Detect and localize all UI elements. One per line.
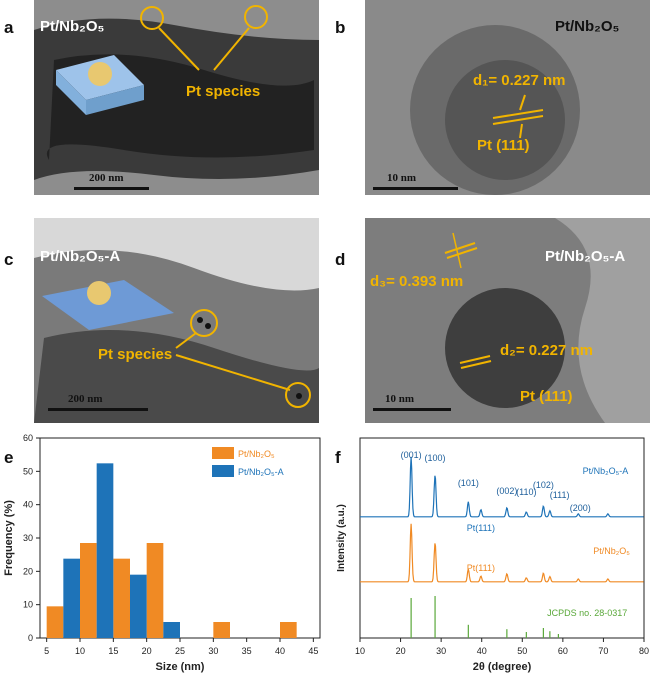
y-tick-label: 0 xyxy=(28,633,33,643)
y-tick-label: 40 xyxy=(23,500,33,510)
panel-c-title: Pt/Nb₂O₅-A xyxy=(40,248,121,265)
panel-b-tem-texture xyxy=(365,0,650,195)
pt111-label: Pt (111) xyxy=(477,137,530,154)
y-tick-label: 50 xyxy=(23,466,33,476)
histogram-bar xyxy=(280,622,297,638)
support-particle-icon xyxy=(56,55,144,115)
pt-species-label: Pt species xyxy=(98,346,173,363)
x-tick-label: 35 xyxy=(242,646,252,656)
legend-label: Pt/Nb₂O₅-A xyxy=(238,467,284,477)
x-tick-label: 30 xyxy=(208,646,218,656)
y-tick-label: 20 xyxy=(23,566,33,576)
x-axis-label: Size (nm) xyxy=(156,661,205,673)
panel-a-tem-image: Pt/Nb₂O₅ Pt species 200 nm xyxy=(34,0,319,195)
x-tick-label: 60 xyxy=(558,646,568,656)
scale-bar xyxy=(373,408,451,411)
panel-letter-c: c xyxy=(4,250,14,269)
d2-label: d₂= 0.227 nm xyxy=(500,342,593,359)
pt111-label: Pt(111) xyxy=(467,563,495,573)
d1-label: d₁= 0.227 nm xyxy=(473,72,566,89)
histogram-bar xyxy=(146,543,164,638)
peak-label: (102) xyxy=(533,480,554,490)
histogram-bar xyxy=(163,622,180,638)
scale-label: 200 nm xyxy=(89,172,124,184)
histogram-bar xyxy=(213,622,230,638)
panel-b-tem-image: Pt/Nb₂O₅ d₁= 0.227 nm Pt (111) 10 nm xyxy=(365,0,650,195)
plot-frame xyxy=(359,437,645,639)
y-tick-label: 60 xyxy=(23,433,33,443)
scale-bar xyxy=(74,187,149,190)
scale-label: 10 nm xyxy=(387,172,417,184)
panel-d-tem-image: Pt/Nb₂O₅-A d₃= 0.393 nm d₂= 0.227 nm Pt … xyxy=(365,218,650,423)
peak-label: (001) xyxy=(401,450,422,460)
y-axis-label: Intensity (a.u.) xyxy=(336,504,347,572)
panel-c-tem-image: Pt/Nb₂O₅-A Pt species 200 nm xyxy=(34,218,319,423)
peak-label: (101) xyxy=(458,478,479,488)
panel-c-tem-texture xyxy=(34,218,319,423)
peak-label: (111) xyxy=(550,490,570,500)
x-tick-label: 40 xyxy=(275,646,285,656)
panel-b-title: Pt/Nb₂O₅ xyxy=(555,18,620,35)
x-axis-label: 2θ (degree) xyxy=(473,661,532,673)
pt-circle-1 xyxy=(190,309,218,337)
legend-label: Pt/Nb₂O₅ xyxy=(238,449,275,459)
peak-label: (200) xyxy=(570,503,591,513)
series-label: JCPDS no. 28-0317 xyxy=(547,608,627,618)
histogram-bar xyxy=(80,543,97,638)
pt-circle-1 xyxy=(140,6,164,30)
panel-d-title: Pt/Nb₂O₅-A xyxy=(545,248,626,265)
legend-swatch xyxy=(212,465,234,477)
peak-label: (110) xyxy=(516,487,536,497)
panel-letter-a: a xyxy=(4,18,14,37)
legend-swatch xyxy=(212,447,234,459)
scale-label: 200 nm xyxy=(68,393,103,405)
histogram-bar xyxy=(130,574,147,638)
panel-letter-f: f xyxy=(335,448,341,467)
size-histogram-chart: 5 10 15 20 25 30 35 40 45 0 10 20 30 40 50 60 Size (nm) F… xyxy=(3,433,321,673)
y-axis-label: Frequency (%) xyxy=(3,500,15,576)
pt111-label: Pt(111) xyxy=(467,523,495,533)
x-tick-label: 70 xyxy=(598,646,608,656)
histogram-bar xyxy=(96,463,114,638)
d3-label: d₃= 0.393 nm xyxy=(370,273,464,290)
histogram-bar xyxy=(46,606,64,638)
panel-letter-b: b xyxy=(335,18,346,37)
series-label: Pt/Nb₂O₅ xyxy=(593,546,630,556)
x-tick-label: 15 xyxy=(108,646,118,656)
peak-label: (100) xyxy=(425,453,446,463)
y-tick-label: 30 xyxy=(23,533,33,543)
series-label: Pt/Nb₂O₅-A xyxy=(583,466,629,476)
histogram-bar xyxy=(113,558,130,638)
x-tick-label: 80 xyxy=(639,646,649,656)
x-tick-label: 30 xyxy=(436,646,446,656)
pt-species-label: Pt species xyxy=(186,83,261,100)
x-tick-label: 40 xyxy=(477,646,487,656)
scale-bar xyxy=(48,408,148,411)
xrd-line-pt-nb2o5-a xyxy=(360,456,644,518)
y-tick-label: 10 xyxy=(23,600,33,610)
panel-a-title: Pt/Nb₂O₅ xyxy=(40,18,105,35)
panel-d-tem-texture xyxy=(365,218,650,423)
pt-circle-2 xyxy=(285,382,311,408)
x-tick-label: 20 xyxy=(142,646,152,656)
x-tick-label: 25 xyxy=(175,646,185,656)
histogram-bar xyxy=(63,558,80,638)
x-tick-label: 5 xyxy=(44,646,49,656)
scale-bar xyxy=(373,187,458,190)
x-tick-label: 20 xyxy=(396,646,406,656)
support-sheet-icon xyxy=(42,280,174,330)
panel-letter-d: d xyxy=(335,250,346,269)
x-tick-label: 10 xyxy=(355,646,365,656)
peak-label: (002) xyxy=(496,486,517,496)
pt-circle-2 xyxy=(244,5,268,29)
panel-a-tem-texture xyxy=(34,0,319,195)
pt111-label: Pt (111) xyxy=(520,388,573,405)
x-tick-label: 10 xyxy=(75,646,85,656)
xrd-line-pt-nb2o5 xyxy=(360,523,644,583)
scale-label: 10 nm xyxy=(385,393,415,405)
panel-letter-e: e xyxy=(4,448,14,467)
x-tick-label: 45 xyxy=(308,646,318,656)
xrd-pattern-chart: Pt/Nb₂O₅-A Pt/Nb₂O₅ JCPDS no. 28-0317 (001)… xyxy=(336,437,649,673)
x-tick-label: 50 xyxy=(517,646,527,656)
